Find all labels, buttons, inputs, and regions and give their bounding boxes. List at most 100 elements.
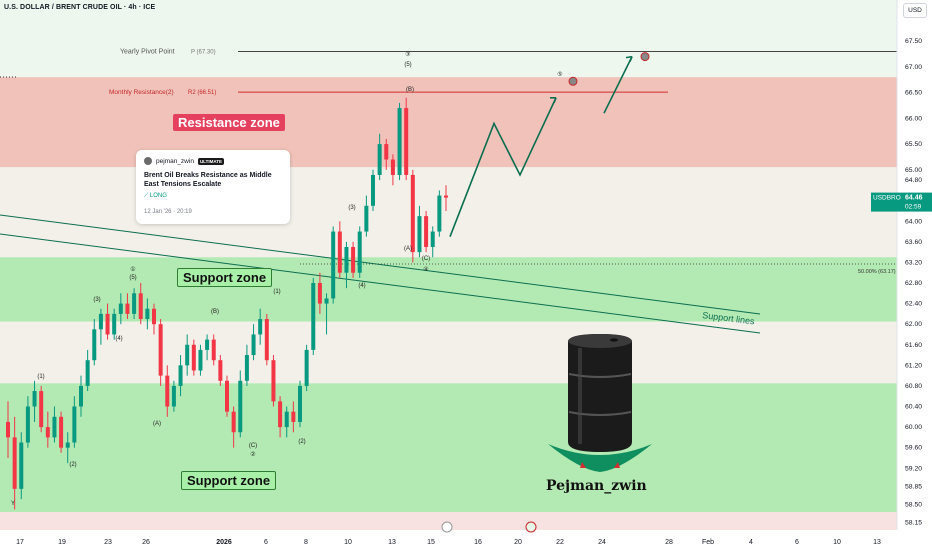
candle-body[interactable] xyxy=(211,339,216,361)
y-tick-label: 60.00 xyxy=(905,424,922,431)
candle-body[interactable] xyxy=(410,174,415,253)
price-axis[interactable] xyxy=(897,0,932,550)
x-tick-label: 22 xyxy=(556,539,564,546)
barrel-rib xyxy=(568,411,632,416)
candle-body[interactable] xyxy=(424,216,429,247)
candle-body[interactable] xyxy=(437,195,442,232)
candle-body[interactable] xyxy=(171,385,176,407)
candle-body[interactable] xyxy=(152,308,156,325)
candle-body[interactable] xyxy=(92,329,97,361)
wave-label: (2) xyxy=(298,439,305,445)
candle-body[interactable] xyxy=(357,231,362,273)
candle-body[interactable] xyxy=(191,344,196,371)
candle-body[interactable] xyxy=(231,411,236,433)
x-tick-label: Feb xyxy=(702,539,714,546)
last-price-tag[interactable] xyxy=(871,192,932,212)
candle-body[interactable] xyxy=(52,416,57,438)
candle-body[interactable] xyxy=(158,324,163,376)
candle-body[interactable] xyxy=(218,360,223,381)
news-headline[interactable]: Brent Oil Breaks Resistance as Middle Ea… xyxy=(144,172,272,188)
candle-body[interactable] xyxy=(6,421,10,438)
candle-body[interactable] xyxy=(19,442,24,489)
candle-body[interactable] xyxy=(344,246,349,273)
candle-body[interactable] xyxy=(72,406,77,443)
candle-body[interactable] xyxy=(178,365,183,386)
candle-body[interactable] xyxy=(32,391,37,407)
candle-body[interactable] xyxy=(165,375,170,407)
wave-label: (3) xyxy=(93,297,100,303)
projection-path[interactable] xyxy=(449,97,557,237)
news-card-header: pejman_zwin ULTIMATE xyxy=(144,157,225,165)
candle-body[interactable] xyxy=(337,231,342,273)
candle-body[interactable] xyxy=(317,283,322,304)
time-axis[interactable] xyxy=(0,530,932,550)
candle-body[interactable] xyxy=(417,216,422,253)
candle-body[interactable] xyxy=(45,427,50,438)
news-card[interactable]: pejman_zwin ULTIMATE Brent Oil Breaks Re… xyxy=(136,150,290,224)
candle-body[interactable] xyxy=(364,205,369,232)
candle-body[interactable] xyxy=(351,246,356,273)
candle-body[interactable] xyxy=(397,108,402,175)
candle-body[interactable] xyxy=(298,385,302,422)
candle-body[interactable] xyxy=(258,319,263,335)
candle-body[interactable] xyxy=(105,313,110,335)
projection-path-2[interactable] xyxy=(603,56,633,114)
candle-body[interactable] xyxy=(118,303,123,314)
candle-body[interactable] xyxy=(59,416,64,448)
candle-body[interactable] xyxy=(311,283,316,350)
candle-body[interactable] xyxy=(205,339,210,350)
candle-body[interactable] xyxy=(324,298,329,304)
candle-body[interactable] xyxy=(304,349,309,386)
wave-label: (A) xyxy=(404,246,412,252)
candle-body[interactable] xyxy=(79,385,83,407)
lightning-event-icon[interactable] xyxy=(441,521,453,533)
candle-body[interactable] xyxy=(112,313,117,335)
candle-body[interactable] xyxy=(244,355,249,381)
support-line-lower[interactable] xyxy=(0,233,761,334)
candle-body[interactable] xyxy=(98,313,103,330)
candle-body[interactable] xyxy=(12,437,17,489)
candle-body[interactable] xyxy=(371,174,375,206)
candle-body[interactable] xyxy=(65,442,70,448)
y-tick-label: 61.20 xyxy=(905,362,922,369)
candle-body[interactable] xyxy=(444,195,448,198)
ultimate-badge: ULTIMATE xyxy=(197,157,225,165)
candle-body[interactable] xyxy=(377,144,382,175)
red-marker-right xyxy=(614,462,620,468)
candle-body[interactable] xyxy=(198,349,203,371)
flag-event-icon[interactable] xyxy=(525,521,537,533)
candle-body[interactable] xyxy=(264,319,269,361)
candle-body[interactable] xyxy=(384,144,389,160)
candle-body[interactable] xyxy=(132,293,137,314)
candle-body[interactable] xyxy=(251,334,256,356)
news-author[interactable]: pejman_zwin xyxy=(156,157,194,165)
target-marker-2[interactable] xyxy=(640,52,650,62)
y-tick-label: 62.00 xyxy=(905,321,922,328)
resistance-zone-label: Resistance zone xyxy=(173,114,285,131)
candle-body[interactable] xyxy=(238,380,243,433)
candle-body[interactable] xyxy=(291,411,296,422)
candle-body[interactable] xyxy=(39,391,44,428)
zone-band-4 xyxy=(0,383,897,512)
candle-body[interactable] xyxy=(284,411,289,428)
candle-body[interactable] xyxy=(404,108,409,175)
y-tick-label: 67.50 xyxy=(905,38,922,45)
candle-body[interactable] xyxy=(138,293,143,320)
target-marker-1[interactable] xyxy=(568,76,578,86)
support-line-upper[interactable] xyxy=(0,214,761,315)
candle-body[interactable] xyxy=(278,401,283,428)
candle-body[interactable] xyxy=(430,231,435,247)
candle-body[interactable] xyxy=(145,308,150,320)
currency-button[interactable]: USD xyxy=(903,3,927,18)
candle-body[interactable] xyxy=(125,303,130,314)
candle-body[interactable] xyxy=(331,231,336,299)
fib-50-tag: 50.00% (63.17) xyxy=(858,269,896,275)
candle-body[interactable] xyxy=(85,360,90,386)
candle-body[interactable] xyxy=(25,406,30,443)
candle-body[interactable] xyxy=(185,344,190,366)
candle-body[interactable] xyxy=(271,360,276,402)
candle-body[interactable] xyxy=(390,159,395,175)
candle-body[interactable] xyxy=(225,380,229,412)
